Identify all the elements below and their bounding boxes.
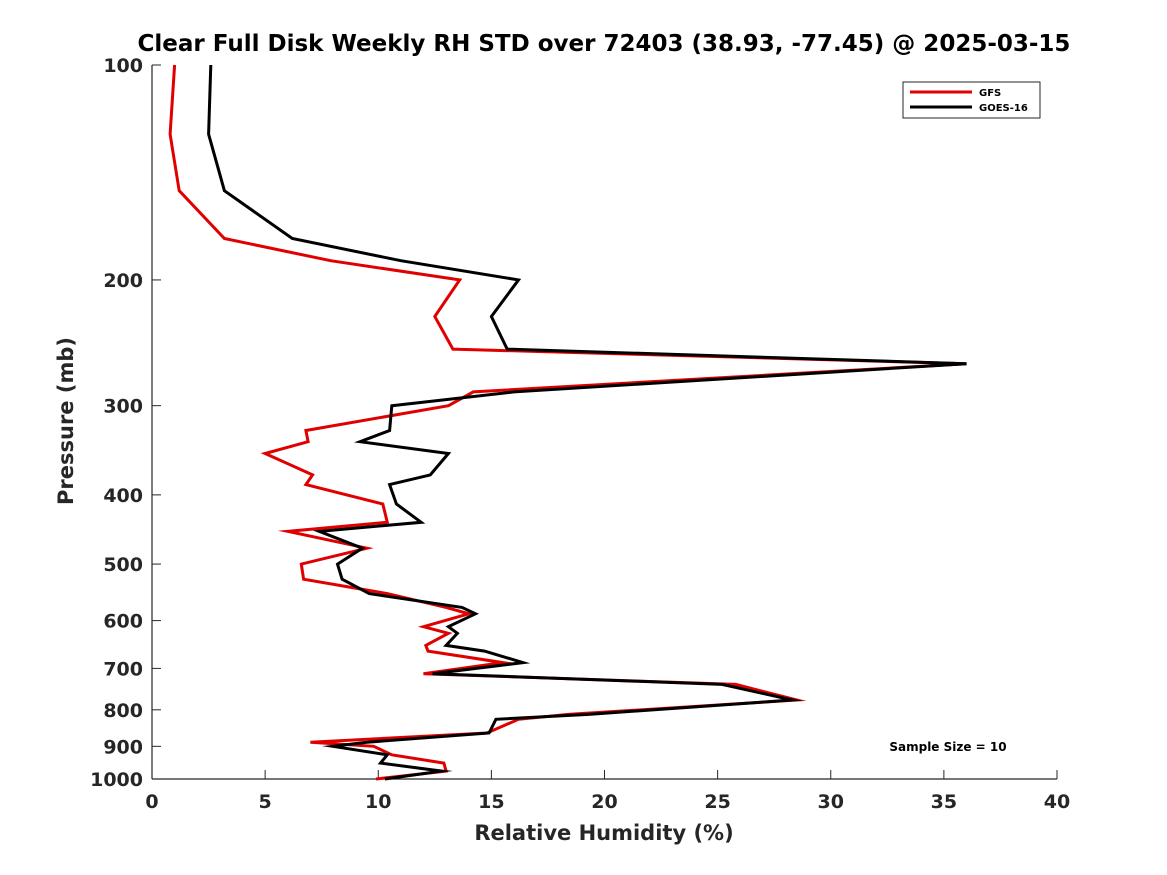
- series-line-gfs: [168, 64, 967, 781]
- x-tick-label: 35: [931, 791, 957, 813]
- legend-box: [902, 81, 1041, 119]
- series-line-goes-16: [207, 64, 967, 781]
- y-tick-label: 700: [103, 658, 143, 680]
- chart-title: Clear Full Disk Weekly RH STD over 72403…: [138, 31, 1071, 57]
- legend-label: GFS: [979, 88, 1001, 99]
- x-tick-label: 0: [145, 791, 158, 813]
- plot-area: 0 5 10 15 20 25 30 35 40 100 200 300 400 500 600 700 800…: [90, 55, 1070, 813]
- x-axis-label: Relative Humidity (%): [474, 821, 733, 845]
- sample-size-annotation: Sample Size = 10: [889, 740, 1006, 754]
- y-tick-label: 900: [103, 736, 143, 758]
- x-tick-label: 25: [704, 791, 730, 813]
- y-tick-label: 200: [103, 270, 143, 292]
- y-tick-label: 100: [103, 55, 143, 77]
- y-tick-label: 400: [103, 485, 143, 507]
- legend-label: GOES-16: [979, 103, 1028, 114]
- y-tick-label: 800: [103, 700, 143, 722]
- legend: GFS GOES-16: [902, 81, 1041, 119]
- y-tick-label: 500: [103, 554, 143, 576]
- y-axis-label: Pressure (mb): [54, 337, 78, 505]
- x-tick-label: 40: [1044, 791, 1070, 813]
- y-tick-label: 600: [103, 611, 143, 633]
- y-tick-label: 300: [103, 396, 143, 418]
- y-tick-label: 1000: [90, 769, 143, 791]
- x-tick-label: 5: [259, 791, 272, 813]
- x-tick-label: 10: [365, 791, 391, 813]
- x-tick-label: 30: [818, 791, 844, 813]
- x-tick-label: 15: [478, 791, 504, 813]
- x-tick-label: 20: [591, 791, 617, 813]
